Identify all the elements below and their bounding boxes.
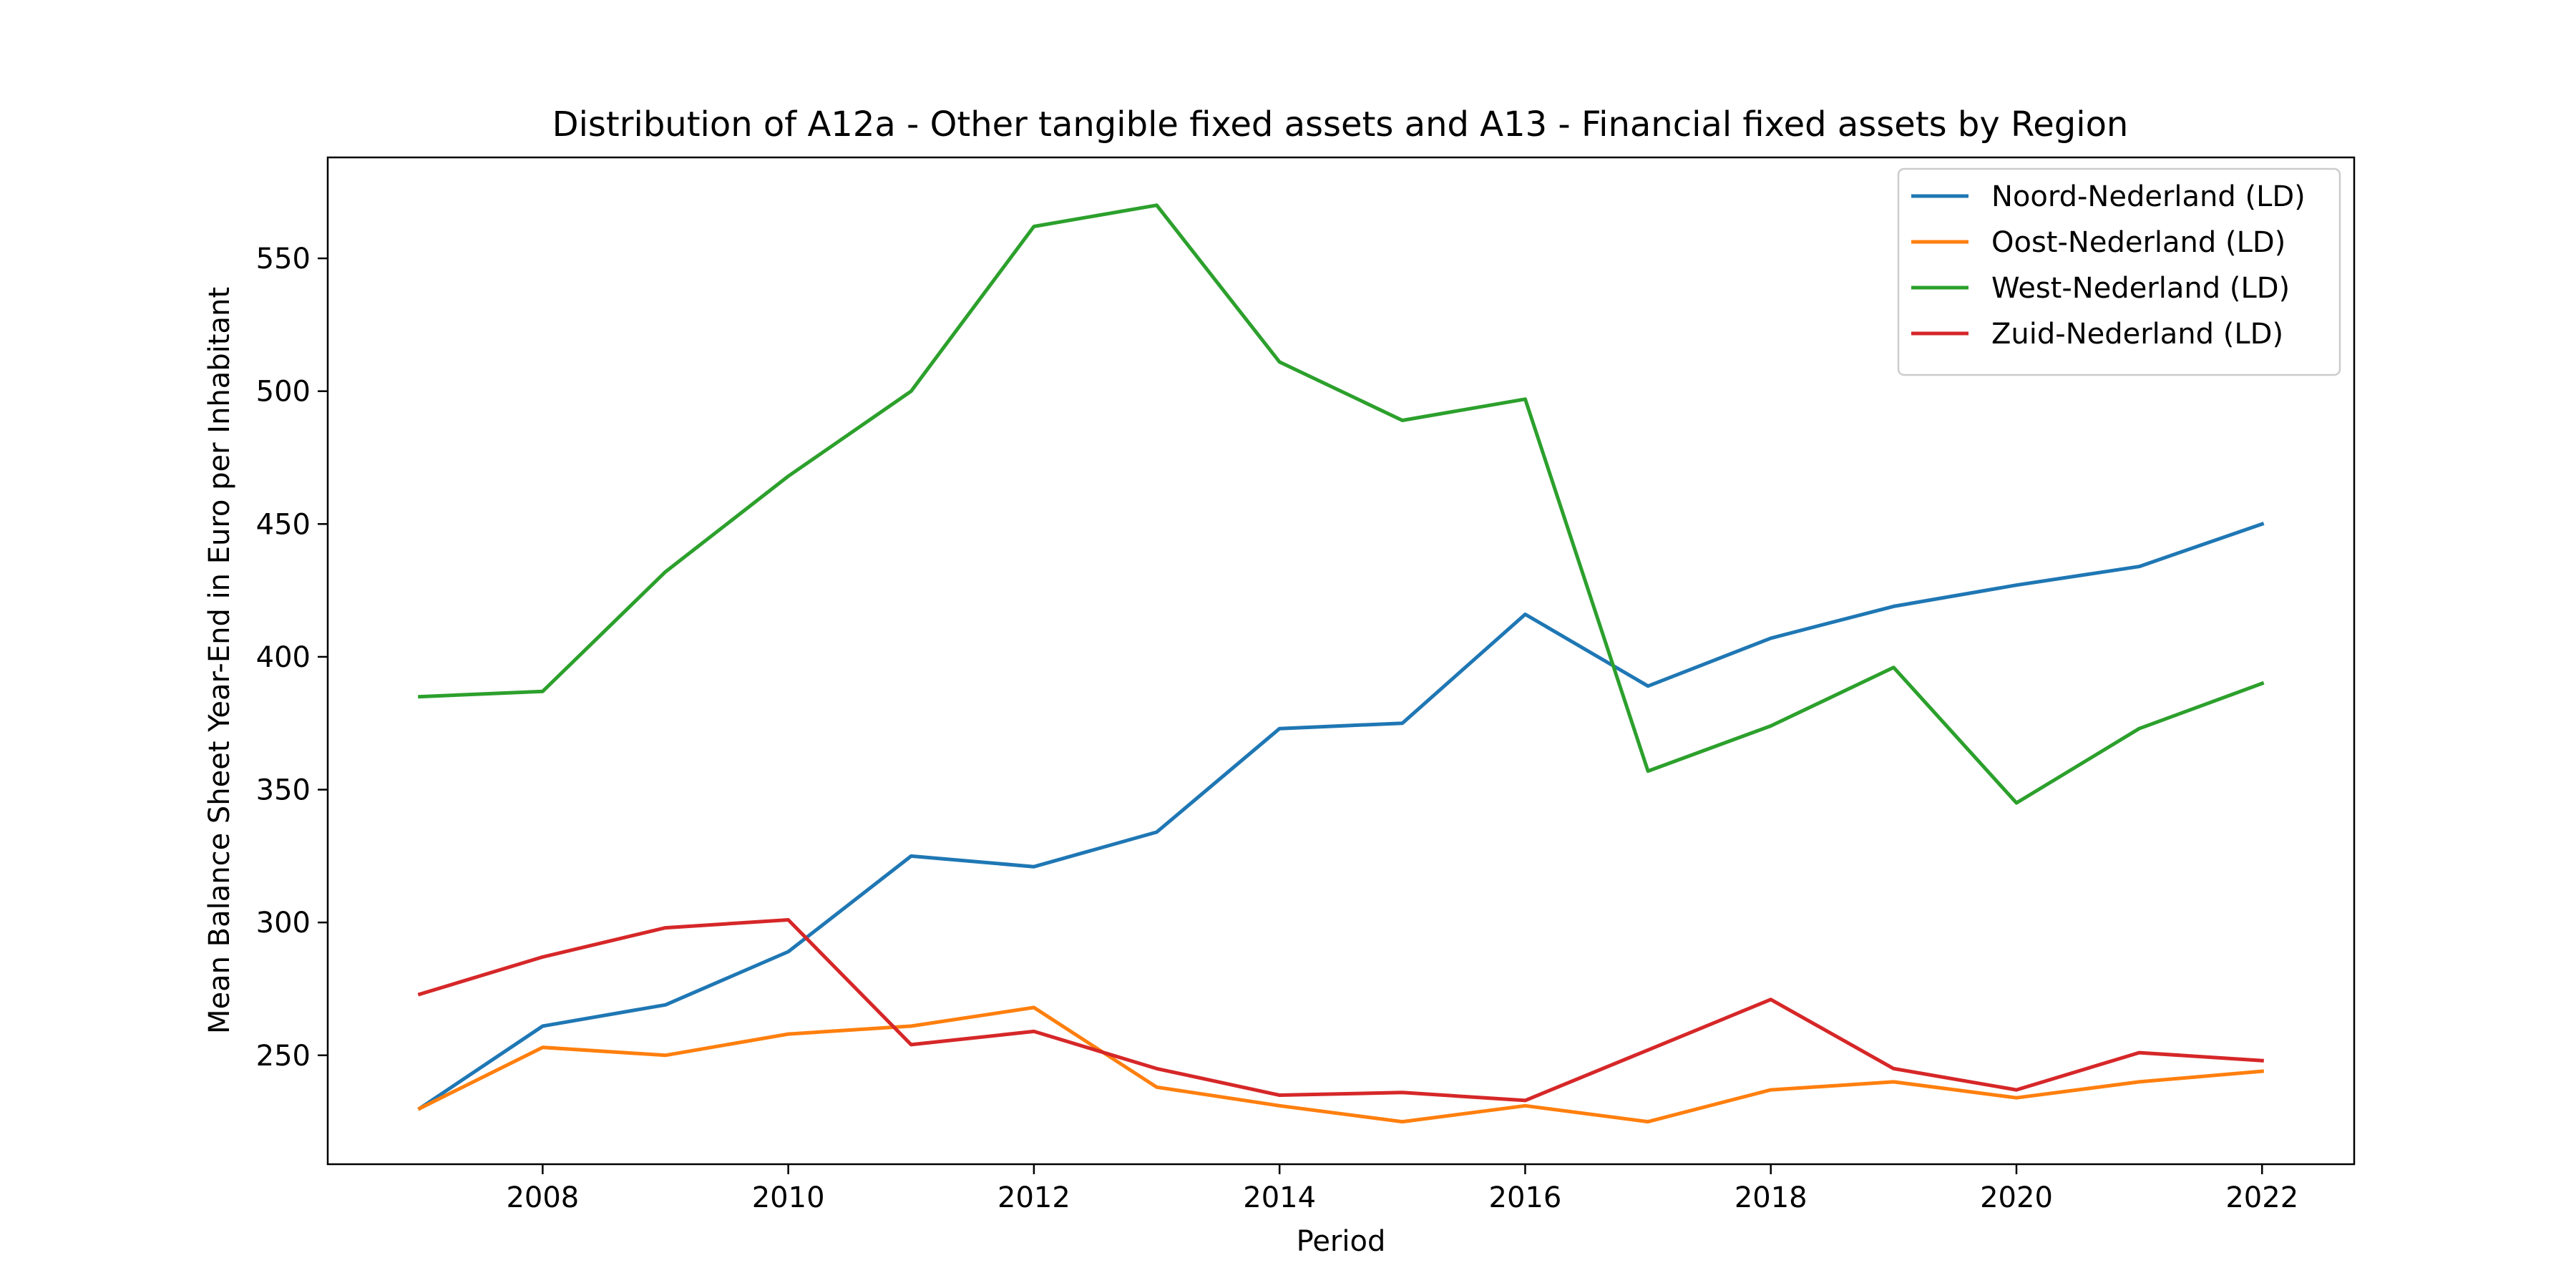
- legend-box: [1897, 167, 2341, 376]
- x-tick-label: 2014: [1243, 1181, 1316, 1214]
- y-tick-label: 500: [256, 376, 311, 409]
- y-tick-label: 450: [256, 508, 311, 541]
- legend: Noord-Nederland (LD) Oost-Nederland (LD) W…: [1897, 167, 2341, 376]
- series-line-oost-nederland-ld: [417, 1005, 2265, 1124]
- legend-label: Noord-Nederland (LD): [1991, 180, 2306, 213]
- x-tick-label: 2010: [752, 1181, 825, 1214]
- x-axis-label: Period: [1297, 1225, 1386, 1258]
- y-axis: 250 300 350 400 450 500 550: [256, 243, 328, 1073]
- x-tick-label: 2020: [1980, 1181, 2053, 1214]
- legend-label: Zuid-Nederland (LD): [1991, 318, 2283, 351]
- legend-label: West-Nederland (LD): [1991, 272, 2290, 305]
- series-layer: [417, 203, 2265, 1124]
- x-tick-label: 2022: [2225, 1181, 2298, 1214]
- series-line-west-nederland-ld: [418, 203, 2265, 805]
- x-tick-label: 2018: [1735, 1181, 1807, 1214]
- x-axis: 2008 2010 2012 2014 2016 2018 2020 2022: [506, 1164, 2298, 1214]
- series-line-zuid-nederland-ld: [417, 918, 2264, 1103]
- y-axis-label: Mean Balance Sheet Year-End in Euro per …: [203, 287, 236, 1034]
- y-tick-label: 300: [256, 907, 311, 940]
- x-tick-label: 2008: [506, 1181, 579, 1214]
- x-tick-label: 2012: [997, 1181, 1070, 1214]
- y-tick-label: 550: [256, 243, 311, 275]
- y-tick-label: 250: [256, 1040, 311, 1073]
- y-tick-label: 350: [256, 774, 311, 807]
- series-line-noord-nederland-ld: [417, 522, 2265, 1111]
- y-tick-label: 400: [256, 641, 311, 674]
- legend-label: Oost-Nederland (LD): [1991, 226, 2285, 259]
- plot-frame: [326, 156, 2356, 1166]
- x-tick-label: 2016: [1489, 1181, 1562, 1214]
- chart-title: Distribution of A12a - Other tangible fi…: [552, 104, 2129, 145]
